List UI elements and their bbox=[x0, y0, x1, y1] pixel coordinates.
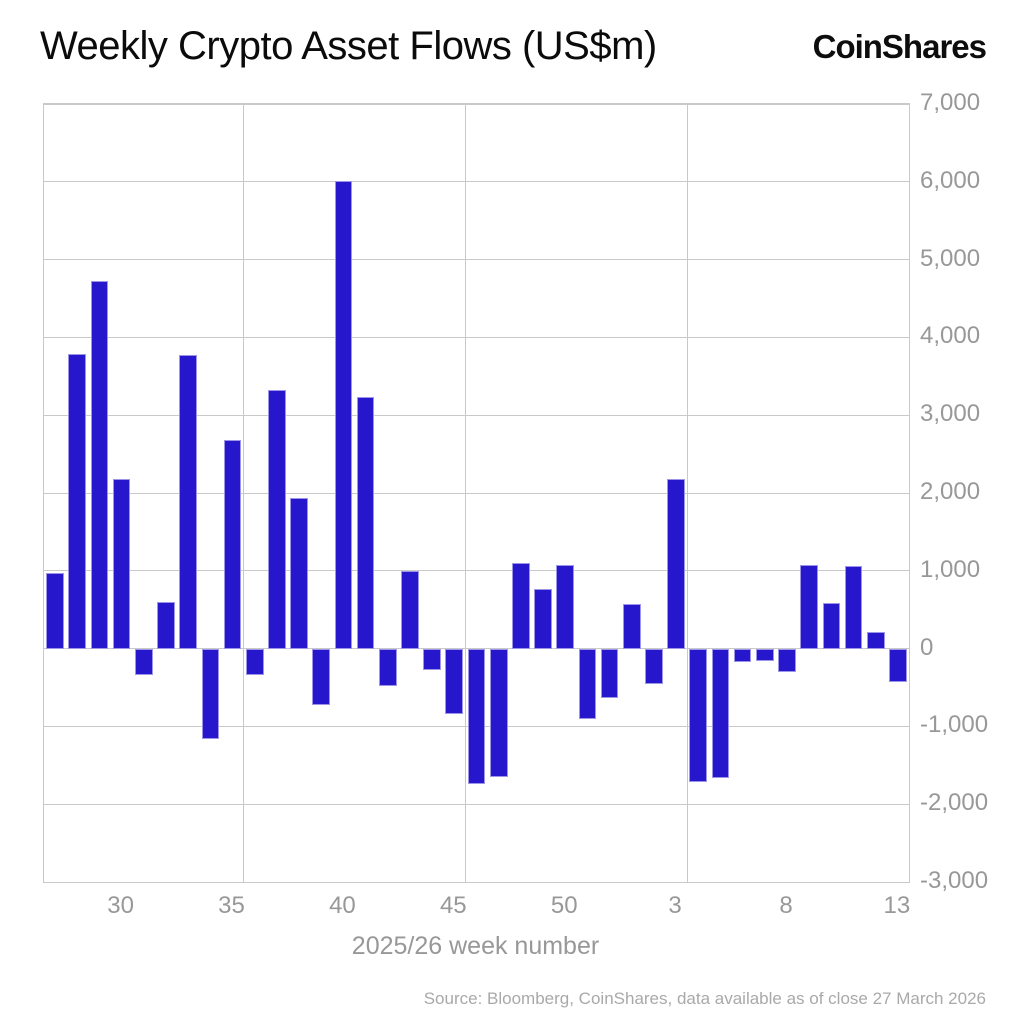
bar-week-33 bbox=[179, 354, 197, 649]
bar-week-5 bbox=[711, 648, 730, 778]
bar-week-9 bbox=[800, 564, 819, 649]
bar-week-32 bbox=[157, 601, 175, 649]
x-tick-label: 35 bbox=[218, 892, 245, 919]
bar-week-37 bbox=[268, 389, 286, 649]
bar-week-1 bbox=[622, 604, 641, 649]
y-tick-label: -3,000 bbox=[920, 867, 989, 894]
x-tick-label: 50 bbox=[550, 892, 578, 919]
grid-line-h bbox=[44, 492, 909, 494]
grid-line-h bbox=[44, 181, 909, 183]
bar-week-48 bbox=[512, 563, 530, 649]
x-tick-label: 45 bbox=[439, 892, 467, 919]
plot-area bbox=[43, 103, 910, 883]
bar-week-44 bbox=[423, 648, 441, 671]
x-tick-label: 8 bbox=[779, 892, 793, 919]
grid-line-v bbox=[686, 104, 688, 882]
x-tick-label: 13 bbox=[883, 892, 911, 919]
grid-line-h bbox=[44, 570, 909, 572]
grid-line-h bbox=[44, 881, 909, 883]
bar-week-12 bbox=[866, 631, 885, 649]
y-tick-label: 2,000 bbox=[920, 478, 981, 505]
bar-week-3 bbox=[667, 478, 685, 649]
bar-week-7 bbox=[755, 648, 774, 662]
grid-line-v bbox=[464, 104, 466, 882]
y-tick-label: -1,000 bbox=[920, 711, 989, 739]
y-tick-label: 7,000 bbox=[920, 89, 981, 116]
bar-week-6 bbox=[733, 648, 752, 662]
bar-week-31 bbox=[134, 648, 153, 676]
bar-week-27 bbox=[46, 573, 64, 649]
page-title: Weekly Crypto Asset Flows (US$m) bbox=[40, 24, 657, 68]
bar-week-30 bbox=[112, 478, 131, 649]
x-tick-label: 3 bbox=[668, 892, 682, 919]
bar-week-41 bbox=[356, 397, 375, 649]
bar-week-36 bbox=[245, 648, 264, 676]
y-tick-label: 3,000 bbox=[920, 400, 981, 428]
x-tick-label: 40 bbox=[329, 892, 356, 919]
bar-week-45 bbox=[445, 648, 464, 714]
bar-week-47 bbox=[489, 648, 508, 778]
bar-week-34 bbox=[201, 648, 220, 739]
grid-line-h bbox=[44, 803, 909, 805]
grid-line-h bbox=[44, 259, 909, 261]
bar-week-2 bbox=[645, 648, 663, 684]
y-tick-label: 1,000 bbox=[920, 555, 981, 583]
bar-week-49 bbox=[534, 588, 552, 649]
grid-line-h bbox=[44, 103, 909, 105]
bar-week-11 bbox=[844, 566, 863, 649]
bar-week-39 bbox=[312, 648, 331, 705]
y-tick-label: -2,000 bbox=[920, 789, 989, 817]
bar-week-29 bbox=[90, 280, 109, 649]
bar-week-46 bbox=[467, 648, 486, 785]
bar-week-52 bbox=[600, 648, 619, 699]
y-tick-label: 6,000 bbox=[920, 166, 981, 194]
bar-week-50 bbox=[556, 564, 575, 649]
grid-line-h bbox=[44, 336, 909, 338]
bar-week-8 bbox=[778, 648, 796, 672]
x-tick-label: 30 bbox=[107, 892, 134, 919]
grid-line-h bbox=[44, 414, 909, 416]
bar-week-13 bbox=[889, 648, 907, 683]
source-note: Source: Bloomberg, CoinShares, data avai… bbox=[423, 989, 986, 1008]
bar-week-10 bbox=[822, 602, 841, 649]
coinshares-logo: CoinShares bbox=[812, 28, 987, 65]
bar-week-35 bbox=[223, 440, 242, 649]
bar-week-51 bbox=[578, 648, 597, 719]
grid-line-v bbox=[243, 104, 245, 882]
bar-week-40 bbox=[334, 181, 353, 649]
bar-week-4 bbox=[689, 648, 708, 782]
bar-week-42 bbox=[378, 648, 397, 686]
y-tick-label: 5,000 bbox=[920, 244, 981, 272]
x-axis-title: 2025/26 week number bbox=[351, 932, 600, 960]
bar-week-28 bbox=[68, 353, 87, 649]
bar-week-38 bbox=[290, 498, 308, 649]
y-tick-label: 4,000 bbox=[920, 322, 981, 350]
bar-week-43 bbox=[401, 570, 419, 649]
y-tick-label: 0 bbox=[920, 633, 934, 661]
